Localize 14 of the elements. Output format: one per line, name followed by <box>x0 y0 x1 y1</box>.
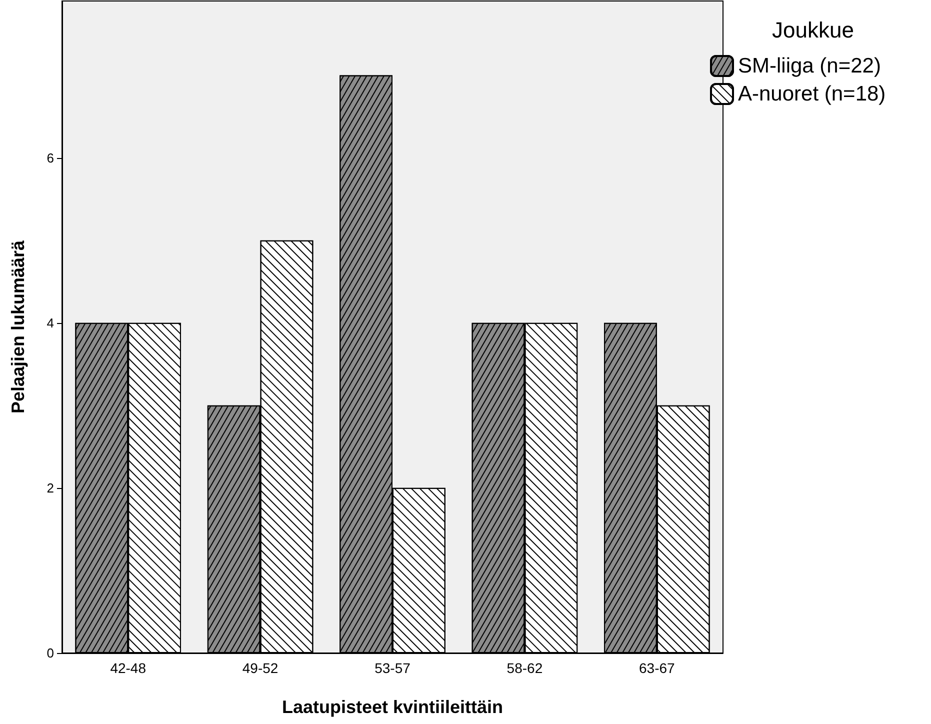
y-tick-label: 6 <box>46 150 54 166</box>
legend-label: A-nuoret (n=18) <box>738 82 886 106</box>
x-tick-label: 63-67 <box>638 660 676 676</box>
legend-title: Joukkue <box>772 18 854 42</box>
y-axis-title: Pelaajien lukumäärä <box>8 239 28 414</box>
y-tick-label: 2 <box>46 480 54 496</box>
x-tick-label: 58-62 <box>506 660 543 676</box>
x-tick-label: 49-52 <box>242 660 278 676</box>
y-tick-label: 0 <box>46 646 54 660</box>
y-tick-label: 4 <box>46 315 54 330</box>
x-tick-label: 53-57 <box>374 660 411 676</box>
legend-label: SM-liiga (n=22) <box>738 54 881 78</box>
x-tick-label: 42-48 <box>110 660 146 676</box>
x-axis-title: Laatupisteet kvintiileittäin <box>282 697 504 717</box>
